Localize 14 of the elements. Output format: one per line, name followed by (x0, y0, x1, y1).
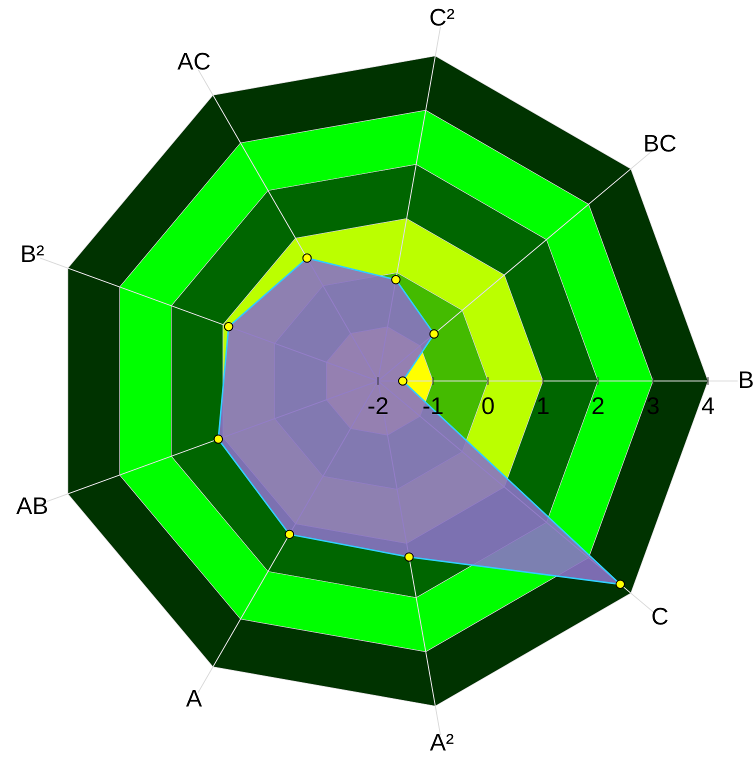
spoke-label: A (186, 686, 202, 713)
y-tick-label: 0 (481, 393, 495, 420)
y-tick-label: 4 (701, 393, 715, 420)
spoke-label: C² (429, 4, 455, 32)
spoke-label: AB (16, 492, 48, 520)
spoke-label: B (738, 367, 754, 394)
spoke-label: C (651, 604, 669, 631)
spoke-label: AC (177, 48, 211, 76)
spoke-label: BC (643, 130, 677, 158)
y-tick-label: 2 (591, 393, 605, 420)
spoke-label: B² (20, 241, 44, 268)
spoke-label: A² (430, 729, 454, 756)
y-tick-label: 1 (536, 393, 550, 420)
y-tick-label: -2 (367, 393, 389, 420)
